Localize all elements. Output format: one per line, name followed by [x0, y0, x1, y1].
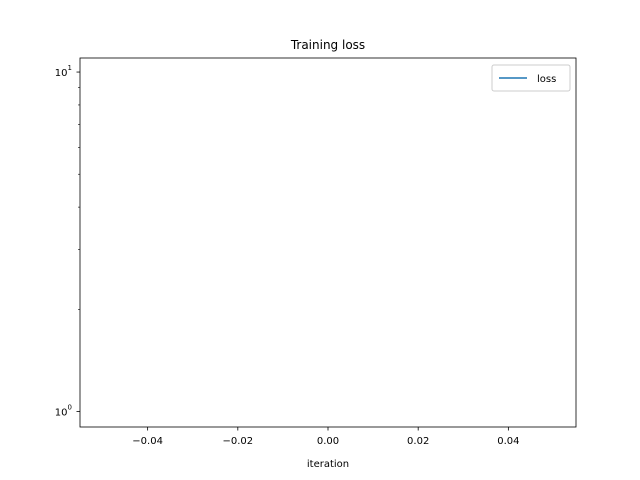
x-tick-label: −0.02 — [222, 436, 253, 447]
plot-area-frame — [79, 57, 577, 428]
y-tick-label: 100 — [55, 403, 72, 418]
x-tick-label: 0.02 — [407, 436, 429, 447]
legend-box — [491, 64, 571, 92]
x-axis-label: iteration — [307, 459, 349, 470]
legend-label-loss: loss — [537, 74, 556, 85]
x-tick-label: 0.04 — [497, 436, 519, 447]
x-axis-ticks: −0.04 −0.02 0.00 0.02 0.04 — [132, 427, 519, 447]
x-tick-label: −0.04 — [132, 436, 163, 447]
y-tick-label: 101 — [55, 64, 72, 79]
legend: loss — [491, 64, 571, 92]
chart-title: Training loss — [290, 38, 365, 52]
x-tick-label: 0.00 — [317, 436, 339, 447]
